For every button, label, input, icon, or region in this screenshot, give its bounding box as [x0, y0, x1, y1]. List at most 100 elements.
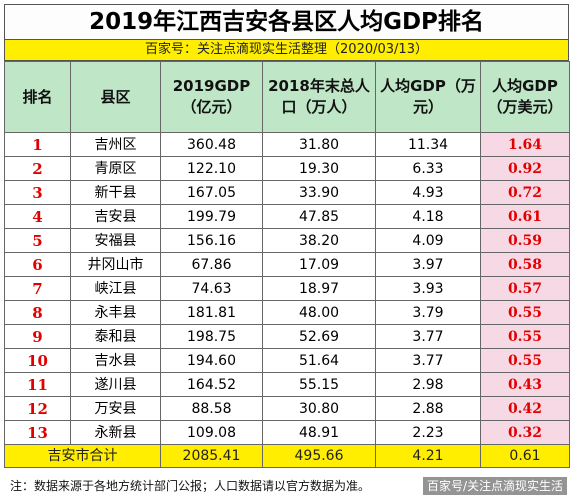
per-capita-cny-cell: 4.18 [375, 204, 481, 229]
gdp-cell: 74.63 [160, 276, 263, 301]
per-capita-cny-cell: 6.33 [375, 156, 481, 181]
per-capita-usd-cell: 0.72 [480, 180, 570, 205]
rank-cell: 11 [4, 372, 71, 397]
gdp-cell: 67.86 [160, 252, 263, 277]
rank-cell: 4 [4, 204, 71, 229]
table-row: 10 吉水县 194.60 51.64 3.77 0.55 [4, 348, 570, 373]
table-row: 9 泰和县 198.75 52.69 3.77 0.55 [4, 324, 570, 349]
county-cell: 峡江县 [70, 276, 161, 301]
per-capita-usd-cell: 0.43 [480, 372, 570, 397]
county-cell: 安福县 [70, 228, 161, 253]
county-cell: 泰和县 [70, 324, 161, 349]
population-cell: 48.91 [262, 420, 376, 445]
rank-cell: 13 [4, 420, 71, 445]
population-cell: 31.80 [262, 132, 376, 157]
rank-cell: 7 [4, 276, 71, 301]
table-row: 5 安福县 156.16 38.20 4.09 0.59 [4, 228, 570, 253]
county-cell: 万安县 [70, 396, 161, 421]
county-cell: 永新县 [70, 420, 161, 445]
footnote: 注：数据来源于各地方统计部门公报；人口数据请以官方数据为准。 [10, 479, 371, 493]
county-cell: 遂川县 [70, 372, 161, 397]
per-capita-cny-cell: 3.93 [375, 276, 481, 301]
header-per-capita-cny: 人均GDP（万元） [375, 61, 481, 133]
gdp-cell: 181.81 [160, 300, 263, 325]
table-row: 2 青原区 122.10 19.30 6.33 0.92 [4, 156, 570, 181]
population-cell: 48.00 [262, 300, 376, 325]
per-capita-usd-cell: 0.55 [480, 324, 570, 349]
county-cell: 青原区 [70, 156, 161, 181]
total-per-capita-usd: 0.61 [480, 444, 570, 468]
per-capita-usd-cell: 0.58 [480, 252, 570, 277]
table-row: 13 永新县 109.08 48.91 2.23 0.32 [4, 420, 570, 445]
header-population: 2018年末总人口（万人） [262, 61, 376, 133]
total-gdp: 2085.41 [160, 444, 263, 468]
per-capita-cny-cell: 3.77 [375, 348, 481, 373]
gdp-cell: 109.08 [160, 420, 263, 445]
per-capita-cny-cell: 4.09 [375, 228, 481, 253]
per-capita-usd-cell: 0.61 [480, 204, 570, 229]
gdp-cell: 122.10 [160, 156, 263, 181]
header-per-capita-usd: 人均GDP（万美元） [480, 61, 570, 133]
population-cell: 33.90 [262, 180, 376, 205]
per-capita-cny-cell: 4.93 [375, 180, 481, 205]
population-cell: 30.80 [262, 396, 376, 421]
per-capita-usd-cell: 0.55 [480, 348, 570, 373]
rank-cell: 6 [4, 252, 71, 277]
header-gdp: 2019GDP（亿元） [160, 61, 263, 133]
rank-cell: 8 [4, 300, 71, 325]
table-row: 11 遂川县 164.52 55.15 2.98 0.43 [4, 372, 570, 397]
population-cell: 19.30 [262, 156, 376, 181]
per-capita-usd-cell: 0.55 [480, 300, 570, 325]
county-cell: 井冈山市 [70, 252, 161, 277]
table-row: 7 峡江县 74.63 18.97 3.93 0.57 [4, 276, 570, 301]
rank-cell: 2 [4, 156, 71, 181]
population-cell: 17.09 [262, 252, 376, 277]
total-population: 495.66 [262, 444, 376, 468]
rank-cell: 10 [4, 348, 71, 373]
table-row: 4 吉安县 199.79 47.85 4.18 0.61 [4, 204, 570, 229]
subtitle: 百家号：关注点滴现实生活整理（2020/03/13） [4, 40, 569, 61]
county-cell: 新干县 [70, 180, 161, 205]
gdp-cell: 198.75 [160, 324, 263, 349]
total-label: 吉安市合计 [4, 444, 161, 468]
watermark: 百家号/关注点滴现实生活 [422, 477, 567, 495]
population-cell: 47.85 [262, 204, 376, 229]
per-capita-cny-cell: 2.23 [375, 420, 481, 445]
population-cell: 38.20 [262, 228, 376, 253]
per-capita-usd-cell: 0.57 [480, 276, 570, 301]
gdp-cell: 360.48 [160, 132, 263, 157]
table-row: 8 永丰县 181.81 48.00 3.79 0.55 [4, 300, 570, 325]
rank-cell: 3 [4, 180, 71, 205]
rank-cell: 9 [4, 324, 71, 349]
per-capita-cny-cell: 3.97 [375, 252, 481, 277]
population-cell: 18.97 [262, 276, 376, 301]
rank-cell: 5 [4, 228, 71, 253]
county-cell: 吉水县 [70, 348, 161, 373]
county-cell: 吉安县 [70, 204, 161, 229]
per-capita-cny-cell: 2.98 [375, 372, 481, 397]
county-cell: 吉州区 [70, 132, 161, 157]
per-capita-cny-cell: 3.77 [375, 324, 481, 349]
gdp-cell: 167.05 [160, 180, 263, 205]
per-capita-cny-cell: 3.79 [375, 300, 481, 325]
table-header-row: 排名 县区 2019GDP（亿元） 2018年末总人口（万人） 人均GDP（万元… [4, 61, 570, 133]
per-capita-usd-cell: 0.59 [480, 228, 570, 253]
table-row: 3 新干县 167.05 33.90 4.93 0.72 [4, 180, 570, 205]
rank-cell: 1 [4, 132, 71, 157]
page-title: 2019年江西吉安各县区人均GDP排名 [4, 4, 569, 40]
per-capita-usd-cell: 0.92 [480, 156, 570, 181]
total-row: 吉安市合计 2085.41 495.66 4.21 0.61 [4, 444, 570, 468]
gdp-cell: 156.16 [160, 228, 263, 253]
per-capita-usd-cell: 1.64 [480, 132, 570, 157]
population-cell: 51.64 [262, 348, 376, 373]
population-cell: 55.15 [262, 372, 376, 397]
per-capita-usd-cell: 0.42 [480, 396, 570, 421]
gdp-cell: 194.60 [160, 348, 263, 373]
county-cell: 永丰县 [70, 300, 161, 325]
table-row: 6 井冈山市 67.86 17.09 3.97 0.58 [4, 252, 570, 277]
header-county: 县区 [70, 61, 161, 133]
gdp-ranking-table: 排名 县区 2019GDP（亿元） 2018年末总人口（万人） 人均GDP（万元… [4, 61, 570, 468]
total-per-capita-cny: 4.21 [375, 444, 481, 468]
per-capita-usd-cell: 0.32 [480, 420, 570, 445]
